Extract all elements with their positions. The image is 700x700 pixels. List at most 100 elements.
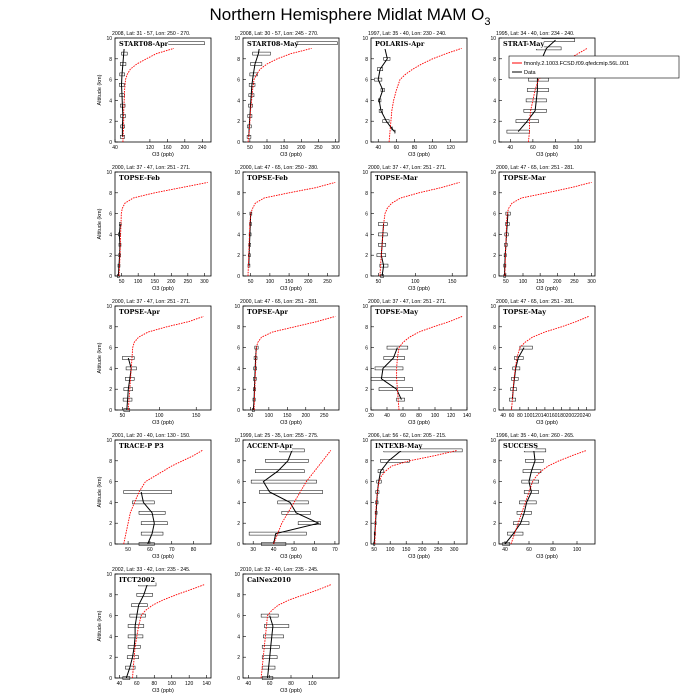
data-error-bar [541,38,575,42]
y-tick-label: 6 [237,346,240,352]
x-tick-label: 80 [553,145,559,151]
y-tick-label: 6 [493,346,496,352]
panel-header: 2008, Lat: 30 - 57, Lon: 245 - 270. [240,31,318,37]
y-tick-label: 10 [234,572,240,578]
x-tick-label: 120 [447,145,456,151]
y-tick-label: 4 [493,232,496,238]
panel-title-bg [116,575,156,585]
x-tick-label: 150 [448,279,457,285]
y-tick-label: 4 [237,500,240,506]
panel-header: 2000, Lat: 37 - 47, Lon: 251 - 271. [112,165,190,171]
y-tick-label: 0 [365,140,368,146]
y-tick-label: 10 [106,36,112,42]
data-error-bar [374,366,404,371]
y-tick-label: 2 [493,387,496,393]
x-tick-label: 50 [120,413,126,419]
x-tick-label: 140 [202,681,211,687]
panel-title: TOPSE-Feb [119,174,160,182]
x-tick-label: 200 [181,145,190,151]
x-tick-label: 30 [250,547,256,553]
y-tick-label: 0 [365,542,368,548]
y-tick-label: 8 [365,57,368,63]
y-tick-label: 2 [493,119,496,125]
x-tick-label: 160 [163,145,172,151]
data-error-bar [250,62,263,66]
x-tick-label: 40 [500,413,506,419]
x-tick-label: 100 [573,547,582,553]
panel-frame [242,439,340,545]
panel-title-bg [372,173,416,183]
x-tick-label: 40 [117,681,123,687]
x-tick-label: 120 [532,413,541,419]
model-line [122,47,175,143]
y-tick-label: 4 [493,98,496,104]
x-tick-label: 150 [283,413,292,419]
y-tick-label: 0 [237,676,240,682]
panels-grid: 2008, Lat: 31 - 57, Lon: 250 - 270. 0 2 4 6 8… [97,31,680,694]
y-tick-label: 2 [109,521,112,527]
panel-title-bg [244,39,297,49]
panel-header: 2001, Lat: 20 - 40, Lon: 130 - 150. [112,433,190,439]
y-tick-label: 10 [106,438,112,444]
data-error-bar [263,634,284,639]
panel: 2000, Lat: 47 - 65, Lon: 250 - 280. 0 2 4 6 8… [234,165,340,292]
y-tick-label: 0 [237,408,240,414]
panel: 2000, Lat: 37 - 47, Lon: 251 - 271. 0 2 4 6 8… [97,165,212,292]
panel-header: 2010, Lat: 32 - 40, Lon: 235 - 245. [240,567,318,573]
x-axis-label: O3 (ppb) [536,554,558,560]
y-axis-label: Altitude (km) [97,342,103,373]
legend-model-label: fmonly.2.1003.FCSD.f09.qfedcmip.56L.001 [524,61,629,67]
model-line [527,48,588,143]
y-tick-label: 2 [237,655,240,661]
x-tick-label: 40 [375,145,381,151]
x-tick-label: 60 [526,547,532,553]
x-tick-label: 80 [550,547,556,553]
x-tick-label: 50 [119,279,125,285]
y-tick-label: 2 [365,253,368,259]
data-line [267,615,274,679]
x-tick-label: 40 [508,145,514,151]
x-tick-label: 300 [200,279,209,285]
data-line [125,584,148,679]
panel-title: ITCT2002 [119,576,155,584]
panel-title-bg [116,173,160,183]
y-tick-label: 4 [237,232,240,238]
y-tick-label: 6 [493,212,496,218]
y-tick-label: 8 [365,325,368,331]
y-axis-label: Altitude (km) [97,74,103,105]
legend-data-label: Data [524,70,537,76]
panel-title: TRACE-P P3 [119,442,164,450]
x-tick-label: 100 [134,279,143,285]
y-tick-label: 0 [109,408,112,414]
panel-frame [242,171,340,277]
y-tick-label: 8 [365,191,368,197]
x-tick-label: 300 [331,145,340,151]
data-error-bar [377,469,385,473]
y-tick-label: 2 [109,655,112,661]
y-tick-label: 0 [109,676,112,682]
y-tick-label: 6 [365,346,368,352]
y-tick-label: 4 [109,500,112,506]
x-axis-label: O3 (ppb) [536,286,558,292]
model-line [247,181,336,277]
panel-header: 2000, Lat: 37 - 47, Lon: 251 - 271. [112,299,190,305]
x-axis-label: O3 (ppb) [280,420,302,426]
y-tick-label: 10 [362,36,368,42]
y-tick-label: 8 [237,191,240,197]
panel: 2000, Lat: 47 - 65, Lon: 251 - 281. 0 2 4 6 8… [234,299,340,426]
y-tick-label: 8 [109,191,112,197]
y-tick-label: 6 [109,346,112,352]
x-tick-label: 300 [450,547,459,553]
panel-title: ACCENT-Apr [246,442,293,450]
x-axis-label: O3 (ppb) [408,286,430,292]
y-tick-label: 4 [109,98,112,104]
data-line [504,450,536,545]
legend: fmonly.2.1003.FCSD.f09.qfedcmip.56L.001 D… [508,55,680,79]
x-axis-label: O3 (ppb) [152,152,174,158]
panel-title-bg [244,307,288,317]
panel-frame [370,171,468,277]
model-line [118,181,208,277]
x-tick-label: 140 [541,413,550,419]
panel-title: TOPSE-May [375,308,418,316]
panel: 1997, Lat: 35 - 40, Lon: 230 - 240. 0 2 4 6 8… [362,31,468,158]
